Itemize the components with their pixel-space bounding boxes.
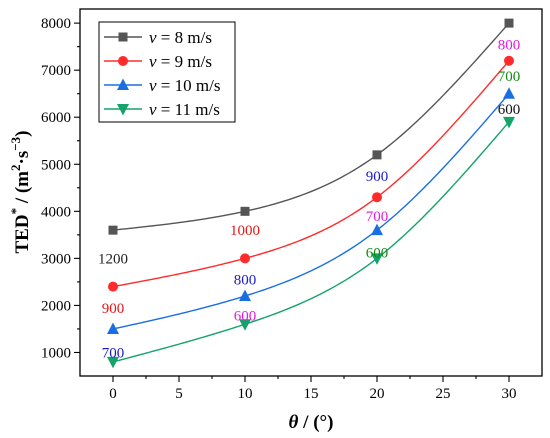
x-axis: 0 5 10 15 20 25 30 (109, 376, 517, 402)
legend-marker (118, 32, 128, 42)
point-annotation: 700 (366, 209, 389, 225)
data-point (239, 319, 251, 331)
x-tick-label: 5 (175, 386, 183, 402)
legend-symbol: v (149, 28, 157, 47)
data-point (239, 289, 251, 302)
series-1 (108, 55, 514, 292)
y-tick-label: 3000 (41, 251, 71, 267)
legend-label: v = 11 m/s (149, 100, 220, 119)
data-point (108, 225, 118, 235)
y-tick-label: 6000 (41, 110, 71, 126)
x-axis-symbol: θ (289, 412, 299, 433)
point-annotation: 700 (102, 345, 125, 361)
data-point (504, 18, 514, 28)
y-axis-unit-sup2: −3 (8, 136, 23, 150)
x-axis-unit: / (°) (298, 412, 333, 433)
point-annotation: 800 (234, 273, 257, 289)
y-axis-title: TED* / (m2·s−3) (8, 131, 33, 254)
legend-name: = 9 m/s (157, 52, 212, 71)
series-line (112, 22, 510, 231)
legend-label: v = 9 m/s (149, 52, 212, 71)
data-point (240, 253, 250, 264)
point-annotation: 800 (498, 37, 521, 53)
x-tick-label: 25 (436, 386, 451, 402)
point-annotation: 900 (366, 169, 389, 185)
series-2 (107, 87, 515, 334)
data-point (503, 116, 515, 129)
series-line (112, 60, 510, 288)
legend-symbol: v (149, 52, 157, 71)
y-tick-label: 7000 (41, 63, 71, 79)
x-tick-label: 15 (304, 386, 319, 402)
legend-label: v = 8 m/s (149, 28, 212, 47)
y-tick-label: 4000 (41, 204, 71, 220)
data-point (107, 322, 119, 334)
data-point (240, 206, 250, 216)
point-annotation: 1000 (230, 223, 260, 239)
data-point (108, 281, 118, 292)
data-point (372, 150, 382, 160)
series-line (112, 93, 510, 330)
x-tick-label: 20 (370, 386, 385, 402)
legend-name: = 11 m/s (157, 100, 220, 119)
legend-item: v = 9 m/s (104, 52, 212, 71)
x-tick-label: 0 (109, 386, 117, 402)
data-point (504, 55, 514, 66)
y-tick-label: 5000 (41, 157, 71, 173)
legend: v = 8 m/sv = 9 m/sv = 10 m/sv = 11 m/s (98, 21, 236, 123)
legend-item: v = 11 m/s (104, 100, 220, 119)
y-axis-unit-close: ) (12, 131, 33, 137)
legend-name: = 10 m/s (157, 76, 221, 95)
series-layer (107, 18, 515, 369)
data-point (107, 356, 119, 369)
legend-item: v = 8 m/s (104, 28, 212, 47)
y-axis-unit-open: / (m (12, 171, 33, 208)
legend-label: v = 10 m/s (149, 76, 220, 95)
series-line (112, 121, 510, 363)
legend-marker (117, 104, 129, 116)
point-annotation: 600 (234, 308, 257, 324)
data-point (371, 223, 383, 236)
data-point (372, 192, 382, 203)
y-tick-label: 2000 (41, 298, 71, 314)
data-point (371, 253, 383, 265)
legend-name: = 8 m/s (157, 28, 212, 47)
y-axis-sup: * (8, 208, 23, 215)
series-0 (108, 18, 514, 235)
x-tick-label: 30 (502, 386, 517, 402)
series-3 (107, 116, 515, 369)
y-axis-unit-sup1: 2 (8, 164, 23, 171)
y-axis-main: TED (12, 214, 33, 253)
y-axis-unit-mid: ·s (12, 151, 33, 165)
legend-marker (117, 78, 129, 90)
y-tick-label: 1000 (41, 345, 71, 361)
point-annotation: 900 (102, 301, 125, 317)
point-annotation: 600 (366, 245, 389, 261)
legend-item: v = 10 m/s (104, 76, 220, 95)
legend-symbol: v (149, 100, 157, 119)
point-annotation: 1200 (98, 251, 128, 267)
y-tick-label: 8000 (41, 16, 71, 32)
y-axis: 1000 2000 3000 4000 5000 6000 7000 8000 (41, 16, 80, 361)
annotation-layer: 1200 900 700 1000 800 600 900 700 600 800 700 600 (98, 37, 520, 361)
point-annotation: 700 (498, 69, 521, 85)
x-tick-label: 10 (238, 386, 253, 402)
legend-symbol: v (149, 76, 157, 95)
data-point (503, 87, 515, 99)
x-axis-title: θ / (°) (289, 412, 334, 433)
point-annotation: 600 (498, 102, 521, 118)
legend-marker (118, 56, 128, 66)
